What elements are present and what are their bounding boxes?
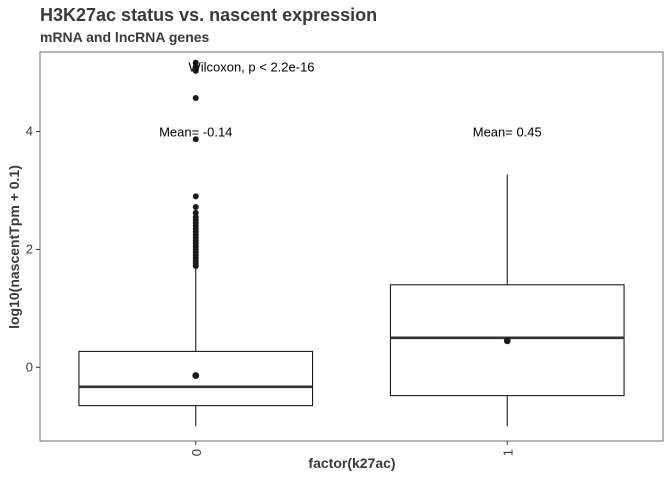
y-axis-title: log10(nascentTpm + 0.1) [6,165,22,329]
outlier-point-0-24 [192,63,199,70]
outlier-point-0-21 [192,136,199,143]
chart-marks [78,59,625,427]
mean-point-1 [503,337,511,345]
outlier-point-0-18 [192,209,199,216]
x-tick-label-1: 1 [500,449,515,456]
mean-point-0 [192,372,200,379]
outlier-point-0-25 [192,59,199,66]
x-tick-label-0: 0 [189,449,204,456]
y-tick-label-0: 0 [26,359,33,374]
y-tick-label-2: 2 [26,241,33,256]
outlier-point-0-23 [192,67,199,74]
wilcoxon-test-label: Wilcoxon, p < 2.2e-16 [188,60,314,75]
x-axis-title: factor(k27ac) [308,455,395,471]
outlier-point-0-17 [192,214,199,221]
chart-subtitle: mRNA and lncRNA genes [40,29,210,45]
chart-title: H3K27ac status vs. nascent expression [40,5,377,25]
mean-label-group-1: Mean= 0.45 [473,125,542,140]
mean-label-group-0: Mean= -0.14 [159,125,232,140]
y-axis: 0 2 4 [26,124,40,374]
y-tick-label-4: 4 [26,124,33,139]
outlier-point-0-19 [192,204,199,211]
outlier-point-0-22 [192,94,199,101]
outlier-point-0-20 [192,193,199,200]
